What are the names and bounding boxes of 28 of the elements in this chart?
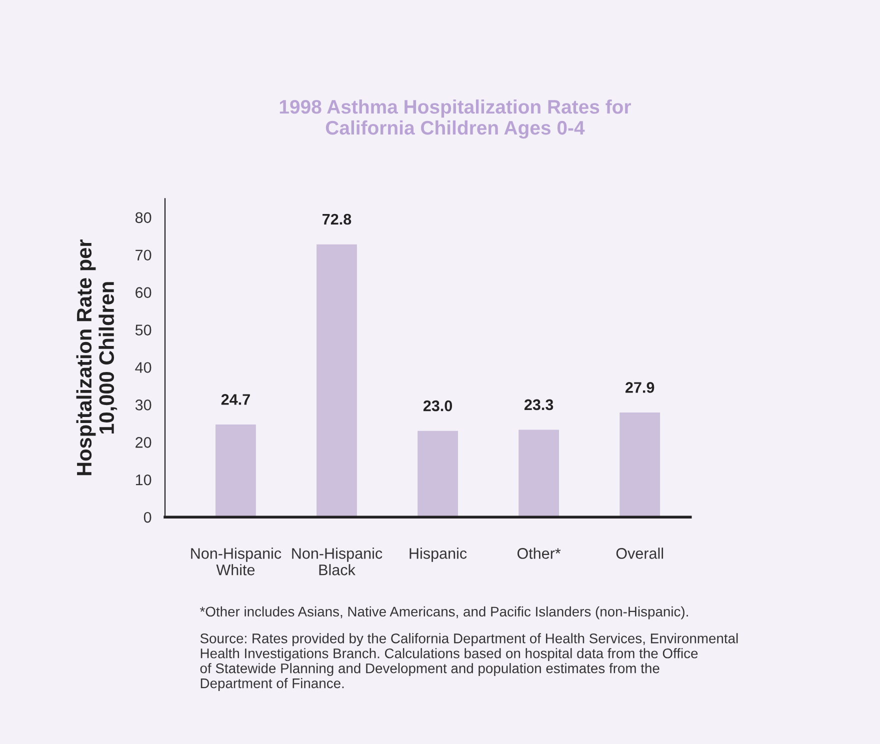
x-tick-label: Overall (616, 548, 664, 559)
y-tick-label: 50 (135, 324, 152, 336)
data-label: 23.3 (524, 399, 554, 410)
bar (518, 430, 560, 518)
source-note: Source: Rates provided by the California Department of Health Services, Environmental Health Investigations Branch. Calculations based on hospital data from the Office of Statewide Planning and Development and population estimates from the Department of Finance. (200, 633, 738, 691)
x-tick-label: Non-Hispanic Black (292, 548, 382, 576)
x-tick-label: Other* (517, 548, 561, 559)
bar (418, 430, 458, 518)
bar (316, 244, 357, 518)
y-tick-label: 10 (136, 474, 152, 486)
data-label: 24.7 (221, 394, 250, 405)
y-tick-label: 30 (135, 400, 152, 410)
y-tick-label: 70 (136, 250, 152, 261)
text: *Other includes Asians, Native Americans, and Pacific Islanders (non-Hispanic). (200, 606, 688, 620)
data-label: 72.8 (322, 214, 352, 225)
bar (216, 424, 256, 518)
y-tick-label: 60 (136, 287, 152, 298)
bar (620, 412, 660, 518)
data-label: 27.9 (626, 382, 654, 393)
y-tick-label: 80 (135, 212, 152, 224)
y-tick-label: 0 (144, 512, 152, 523)
chart-title: 1998 Asthma Hospitalization Rates for California Children Ages 0-4 (280, 99, 631, 139)
y-tick-label: 40 (135, 362, 152, 373)
y-tick-label: 20 (136, 437, 152, 448)
x-tick-label: Non-Hispanic White (191, 548, 282, 576)
y-axis-title: Hospitalization Rate per 10,000 Children (76, 240, 118, 476)
data-label: 23.0 (423, 400, 452, 412)
x-tick-label: Hispanic (410, 548, 467, 562)
